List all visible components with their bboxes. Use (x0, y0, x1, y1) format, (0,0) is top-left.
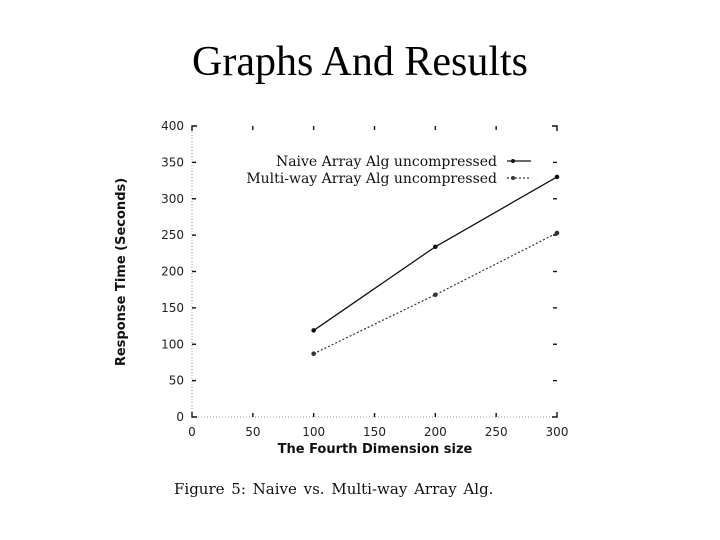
y-axis-ticks: 0 50 100 150 200 250 300 350 400 (161, 119, 557, 424)
corner-top-right (552, 125, 558, 131)
x-tick-label: 250 (485, 425, 508, 439)
series-1-point (433, 292, 438, 298)
x-tick-label: 50 (245, 425, 260, 439)
y-tick-label: 100 (161, 337, 184, 351)
series-1-point (554, 230, 560, 236)
x-tick-label: 150 (363, 425, 386, 439)
series-0-point (554, 174, 560, 180)
legend-label-1: Multi-way Array Alg uncompressed (246, 171, 497, 187)
legend-label-0: Naive Array Alg uncompressed (276, 154, 497, 170)
y-tick-label: 300 (161, 192, 184, 206)
slide-title: Graphs And Results (192, 39, 528, 85)
corner-bottom-right (552, 412, 558, 418)
x-tick-label: 100 (302, 425, 325, 439)
series-line-1 (313, 232, 558, 355)
y-tick-label: 350 (161, 155, 184, 169)
series-layer (311, 174, 560, 357)
y-tick-label: 50 (169, 374, 184, 388)
x-tick-label: 200 (424, 425, 447, 439)
series-0-point (433, 244, 438, 250)
series-0-point (311, 328, 316, 333)
corner-bottom-left (191, 412, 197, 418)
x-axis-ticks: 0 50 100 150 200 250 300 (188, 126, 568, 439)
x-tick-label: 300 (546, 425, 569, 439)
x-tick-label: 0 (188, 425, 196, 439)
y-tick-label: 400 (161, 119, 184, 133)
figure-caption: Figure 5: Naive vs. Multi-way Array Alg. (174, 480, 494, 498)
x-axis-title: The Fourth Dimension size (278, 442, 473, 457)
y-tick-label: 150 (161, 301, 184, 315)
y-axis-title: Response Time (Seconds) (114, 178, 129, 366)
corner-top-left (191, 125, 197, 131)
series-1-point (311, 351, 316, 357)
legend-marker-0 (511, 159, 515, 163)
y-tick-label: 250 (161, 228, 184, 242)
y-tick-label: 0 (176, 410, 184, 424)
series-line-0 (313, 176, 558, 331)
legend-marker-1 (511, 176, 515, 180)
y-tick-label: 200 (161, 265, 184, 279)
